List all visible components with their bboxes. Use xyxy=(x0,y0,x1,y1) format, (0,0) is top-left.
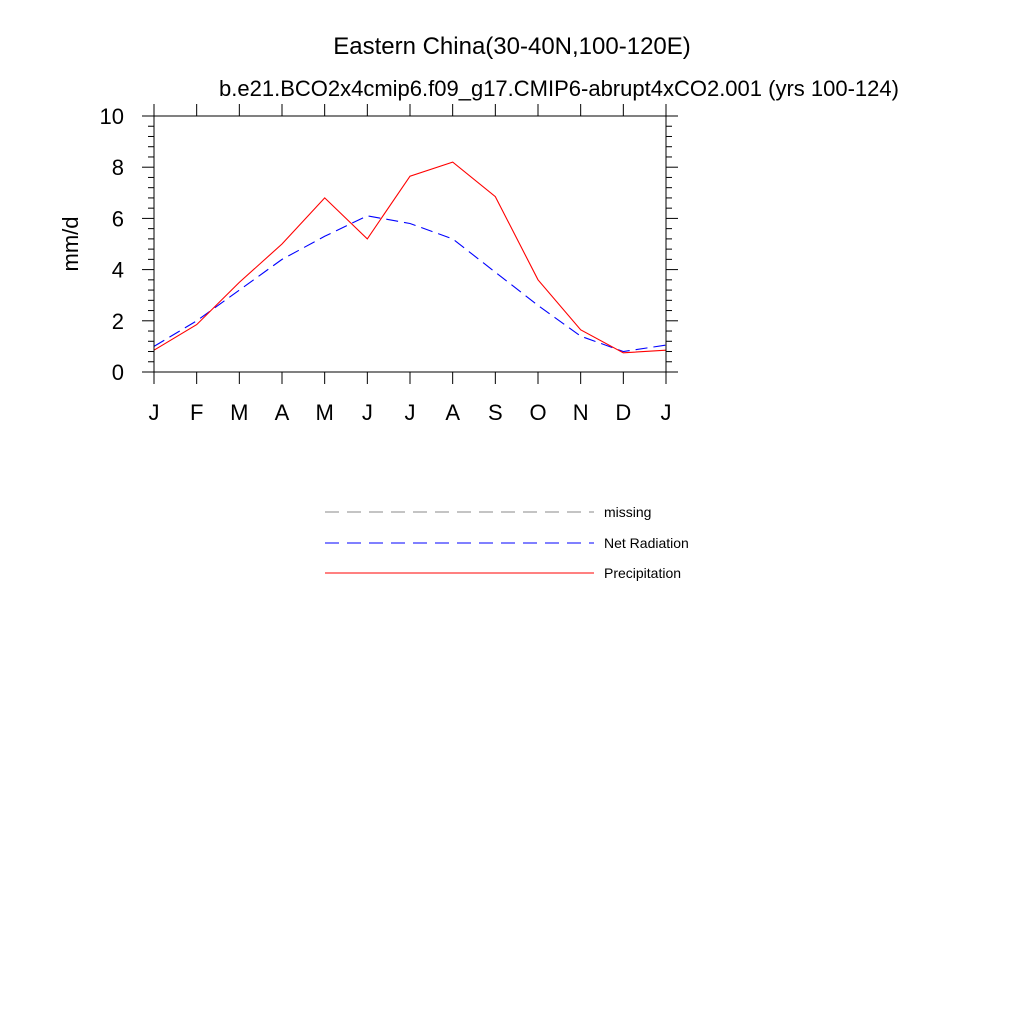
y-tick-label: 8 xyxy=(112,155,124,180)
x-tick-label: J xyxy=(405,400,416,425)
x-tick-label: M xyxy=(316,400,334,425)
legend: missing Net Radiation Precipitation xyxy=(325,504,689,581)
x-tick-label: J xyxy=(661,400,672,425)
legend-label: Precipitation xyxy=(604,565,681,581)
legend-label: Net Radiation xyxy=(604,535,689,551)
y-tick-label: 6 xyxy=(112,206,124,231)
x-tick-label: J xyxy=(149,400,160,425)
y-tick-label: 10 xyxy=(100,104,124,129)
chart-title: Eastern China(30-40N,100-120E) xyxy=(333,33,691,60)
x-tick-label: J xyxy=(362,400,373,425)
chart-subtitle: b.e21.BCO2x4cmip6.f09_g17.CMIP6-abrupt4x… xyxy=(219,76,899,101)
ticks-layer: 0 2 4 6 8 10 J F M A M J J A S O N D J xyxy=(100,104,678,425)
series-layer xyxy=(153,161,667,354)
x-tick-label: O xyxy=(529,400,546,425)
precipitation-line xyxy=(153,161,667,354)
x-tick-label: D xyxy=(615,400,631,425)
legend-label: missing xyxy=(604,504,651,520)
y-tick-label: 4 xyxy=(112,258,124,283)
y-tick-label: 0 xyxy=(112,360,124,385)
x-tick-label: F xyxy=(190,400,203,425)
x-tick-label: A xyxy=(445,400,460,425)
y-tick-label: 2 xyxy=(112,309,124,334)
plot-frame xyxy=(153,115,667,373)
x-tick-label: A xyxy=(275,400,290,425)
y-axis-label: mm/d xyxy=(58,217,83,272)
x-tick-label: S xyxy=(488,400,503,425)
net-radiation-line xyxy=(153,215,667,353)
x-tick-label: M xyxy=(230,400,248,425)
x-tick-label: N xyxy=(573,400,589,425)
